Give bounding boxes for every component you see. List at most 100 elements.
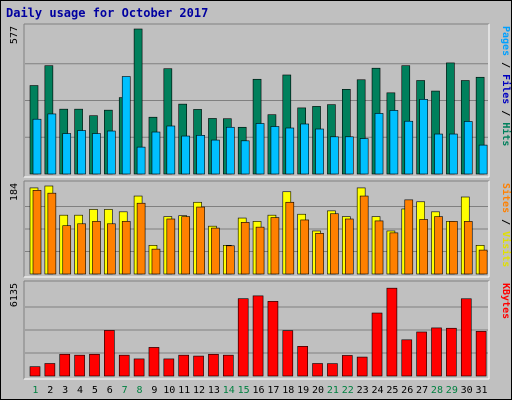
- middle-bar-sites-day-29: [449, 221, 458, 275]
- bottom-bar-kbytes-day-19: [297, 346, 308, 377]
- top-series-label: Pages / Files / Hits: [500, 26, 511, 146]
- bottom-bar-kbytes-day-3: [59, 353, 71, 377]
- x-tick-label-day-1: 1: [32, 385, 38, 396]
- top-bar-pages-day-1: [32, 118, 42, 175]
- top-bar-pages-day-12: [196, 134, 205, 175]
- x-tick-label-day-27: 27: [416, 385, 428, 396]
- bottom-bar-kbytes-day-2: [44, 363, 56, 377]
- top-bar-pages-day-25: [389, 110, 399, 175]
- top-bar-pages-day-19: [300, 123, 309, 175]
- middle-bar-sites-day-25: [389, 232, 399, 275]
- bottom-bar-kbytes-day-10: [163, 358, 175, 377]
- top-bar-pages-day-4: [77, 130, 86, 175]
- x-tick-label-day-11: 11: [178, 385, 190, 396]
- top-max-label: 577: [9, 26, 20, 44]
- x-tick-label-day-2: 2: [47, 385, 53, 396]
- x-tick-label-day-9: 9: [151, 385, 157, 396]
- top-bar-pages-day-24: [374, 113, 384, 175]
- chart-title: Daily usage for October 2017: [6, 6, 209, 20]
- top-bar-pages-day-30: [463, 121, 473, 175]
- middle-bar-sites-day-4: [77, 223, 86, 275]
- top-bar-pages-day-3: [62, 133, 72, 175]
- top-bar-pages-day-18: [285, 127, 295, 175]
- x-tick-label-day-19: 19: [297, 385, 309, 396]
- x-tick-label-day-22: 22: [342, 385, 354, 396]
- top-bar-pages-day-21: [330, 136, 339, 175]
- x-tick-label-day-15: 15: [238, 385, 250, 396]
- middle-bar-sites-day-2: [47, 192, 57, 275]
- bottom-bar-kbytes-day-16: [252, 295, 264, 377]
- middle-bar-sites-day-15: [240, 222, 250, 275]
- top-series-label-part: /: [500, 104, 511, 122]
- middle-bar-sites-day-27: [419, 219, 428, 275]
- x-tick-label-day-4: 4: [77, 385, 83, 396]
- x-tick-label-day-25: 25: [386, 385, 398, 396]
- x-tick-label-day-29: 29: [446, 385, 458, 396]
- middle-bar-sites-day-31: [478, 249, 488, 275]
- middle-bar-sites-day-10: [166, 218, 176, 275]
- top-bar-pages-day-6: [107, 130, 116, 175]
- middle-bar-sites-day-11: [181, 216, 191, 275]
- middle-series-label: Sites / Visits: [500, 183, 511, 267]
- middle-bar-sites-day-30: [463, 221, 473, 275]
- middle-bar-sites-day-17: [270, 217, 280, 275]
- bottom-bar-kbytes-day-14: [223, 354, 234, 377]
- middle-bar-sites-day-18: [285, 201, 295, 275]
- middle-bar-sites-day-26: [404, 199, 414, 275]
- middle-series-label-part: Sites: [500, 183, 511, 213]
- x-tick-label-day-14: 14: [223, 385, 235, 396]
- x-tick-label-day-20: 20: [312, 385, 324, 396]
- middle-max-label: 184: [9, 183, 20, 201]
- top-bar-pages-day-23: [359, 138, 369, 175]
- bottom-bar-kbytes-day-27: [416, 331, 427, 377]
- bottom-bar-kbytes-day-5: [89, 353, 100, 377]
- top-bar-pages-day-17: [270, 126, 280, 175]
- x-tick-label-day-28: 28: [431, 385, 443, 396]
- middle-bar-sites-day-28: [434, 216, 443, 275]
- middle-bar-sites-day-1: [32, 190, 42, 275]
- x-tick-label-day-18: 18: [282, 385, 294, 396]
- x-tick-label-day-10: 10: [163, 385, 175, 396]
- bottom-series-label: KBytes: [500, 283, 511, 319]
- middle-bar-sites-day-22: [344, 218, 354, 275]
- middle-bar-sites-day-9: [151, 248, 161, 275]
- x-tick-label-day-23: 23: [357, 385, 369, 396]
- bottom-bar-kbytes-day-30: [460, 298, 472, 377]
- x-tick-label-day-7: 7: [122, 385, 128, 396]
- x-tick-label-day-17: 17: [267, 385, 279, 396]
- middle-bar-sites-day-8: [136, 202, 146, 275]
- middle-bar-sites-day-20: [315, 233, 324, 275]
- top-bar-pages-day-28: [434, 133, 443, 175]
- middle-series-label-part: /: [500, 213, 511, 231]
- top-series-label-part: Hits: [500, 122, 511, 146]
- middle-bar-sites-day-21: [330, 213, 339, 275]
- x-tick-label-day-26: 26: [401, 385, 413, 396]
- top-bar-pages-day-10: [166, 125, 176, 175]
- top-bar-pages-day-11: [181, 135, 191, 175]
- bottom-bar-kbytes-day-12: [193, 355, 204, 377]
- top-bar-pages-day-31: [478, 144, 488, 175]
- top-series-label-part: /: [500, 56, 511, 74]
- bottom-bar-kbytes-day-1: [29, 366, 41, 377]
- top-bar-pages-day-2: [47, 113, 57, 175]
- bottom-bar-kbytes-day-15: [237, 298, 249, 377]
- bottom-max-label: 6135: [9, 283, 20, 307]
- middle-bar-sites-day-7: [121, 221, 131, 275]
- middle-bar-sites-day-23: [359, 195, 369, 275]
- bottom-bar-kbytes-day-25: [386, 287, 398, 377]
- x-tick-label-day-6: 6: [107, 385, 113, 396]
- middle-bar-sites-day-12: [196, 206, 205, 275]
- middle-bar-sites-day-6: [107, 223, 116, 275]
- bottom-bar-kbytes-day-7: [118, 354, 130, 377]
- x-tick-label-day-24: 24: [371, 385, 383, 396]
- top-series-label-part: Files: [500, 74, 511, 104]
- bottom-bar-kbytes-day-18: [282, 330, 294, 377]
- bottom-bar-kbytes-day-11: [178, 354, 190, 377]
- bottom-bar-kbytes-day-28: [431, 327, 442, 377]
- bottom-bar-kbytes-day-23: [356, 356, 368, 377]
- top-bar-pages-day-20: [315, 128, 324, 175]
- top-bar-pages-day-26: [404, 120, 414, 175]
- x-tick-label-day-21: 21: [327, 385, 339, 396]
